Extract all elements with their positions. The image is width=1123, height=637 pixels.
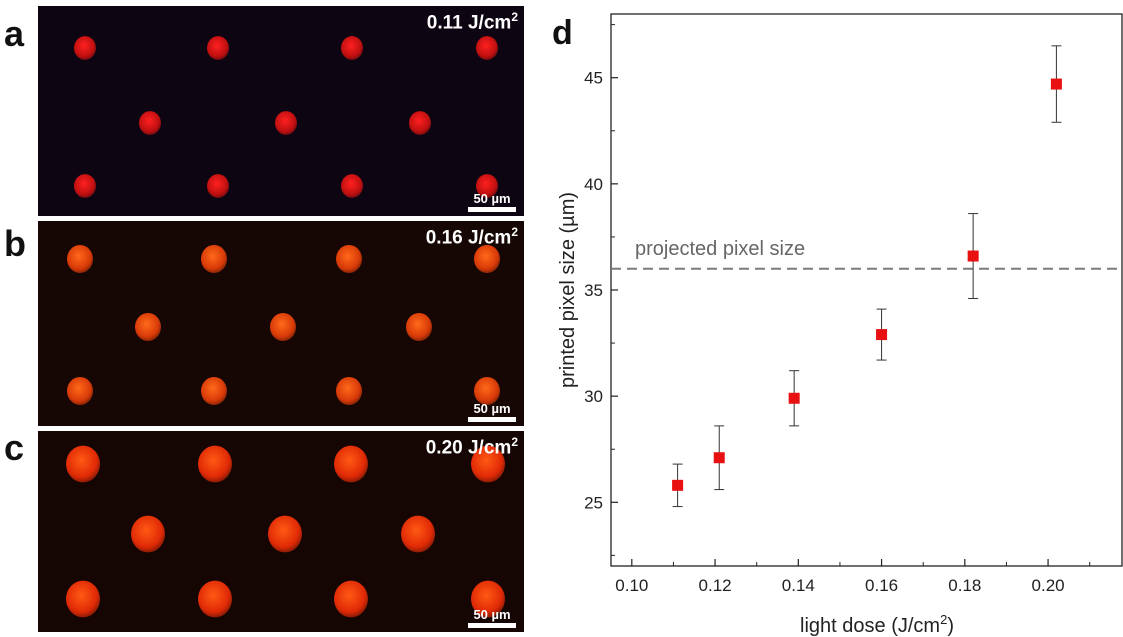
scale-bar-c: 50 µm [468, 607, 516, 628]
printed-pixel-dot [131, 515, 165, 553]
printed-pixel-dot [207, 36, 229, 60]
panel-letter-a: a [4, 13, 25, 54]
scale-bar-a: 50 µm [468, 191, 516, 212]
printed-pixel-dot [334, 580, 368, 618]
printed-pixel-dot [341, 174, 363, 198]
printed-pixel-dot [270, 312, 296, 342]
printed-pixel-dot [139, 111, 161, 135]
micrograph-image-c [66, 445, 505, 618]
data-point [876, 329, 888, 341]
y-tick-label: 25 [584, 493, 603, 512]
printed-pixel-dot [471, 445, 505, 483]
printed-pixel-dot [476, 174, 498, 198]
x-tick-label: 0.20 [1032, 576, 1065, 595]
reference-line-label: projected pixel size [635, 238, 805, 260]
printed-pixel-dot [67, 244, 93, 274]
printed-pixel-dot [474, 244, 500, 274]
printed-pixel-dot [341, 36, 363, 60]
x-tick-label: 0.14 [782, 576, 815, 595]
y-tick-label: 45 [584, 69, 603, 88]
data-point [967, 250, 979, 262]
y-axis-label: printed pixel size (µm) [557, 192, 579, 388]
pixel-size-chart: d 0.10 0.12 0.14 0.16 0.18 0.20 25 30 35 40 45 ligh… [552, 13, 1123, 637]
x-tick-label: 0.10 [615, 576, 648, 595]
printed-pixel-dot [471, 580, 505, 618]
micrograph-image-b [67, 244, 500, 406]
printed-pixel-dot [336, 244, 362, 274]
printed-pixel-dot [401, 515, 435, 553]
scale-text-c: 50 µm [473, 607, 511, 622]
printed-pixel-dot [201, 244, 227, 274]
printed-pixel-dot [268, 515, 302, 553]
data-point [1050, 78, 1062, 90]
printed-pixel-dot [198, 445, 232, 483]
printed-pixel-dot [476, 36, 498, 60]
printed-pixel-dot [201, 376, 227, 406]
printed-pixel-dot [406, 312, 432, 342]
printed-pixel-dot [74, 174, 96, 198]
panel-letter-d: d [552, 14, 573, 52]
micrograph-panel-c: 0.20 J/cm2 50 µm [38, 431, 524, 632]
x-tick-label: 0.12 [699, 576, 732, 595]
dose-label-c: 0.20 J/cm2 [425, 435, 518, 459]
printed-pixel-dot [66, 580, 100, 618]
scale-text-b: 50 µm [473, 401, 511, 416]
y-tick-label: 40 [584, 175, 603, 194]
data-point [788, 392, 800, 404]
printed-pixel-dot [474, 376, 500, 406]
printed-pixel-dot [207, 174, 229, 198]
plot-frame [610, 13, 1123, 567]
micrograph-image-a [74, 36, 498, 198]
panel-letter-b: b [4, 223, 26, 264]
data-point [672, 479, 684, 491]
printed-pixel-dot [67, 376, 93, 406]
scale-bar-b: 50 µm [468, 401, 516, 422]
x-tick-label: 0.18 [948, 576, 981, 595]
printed-pixel-dot [74, 36, 96, 60]
printed-pixel-dot [336, 376, 362, 406]
printed-pixel-dot [66, 445, 100, 483]
y-tick-label: 30 [584, 387, 603, 406]
printed-pixel-dot [409, 111, 431, 135]
dose-label-a: 0.11 J/cm2 [426, 10, 518, 34]
printed-pixel-dot [275, 111, 297, 135]
x-tick-label: 0.16 [865, 576, 898, 595]
dose-label-b: 0.16 J/cm2 [425, 225, 518, 249]
micrograph-panel-b: 0.16 J/cm2 50 µm [38, 221, 524, 426]
scale-text-a: 50 µm [473, 191, 511, 206]
y-tick-label: 35 [584, 281, 603, 300]
printed-pixel-dot [334, 445, 368, 483]
panel-letter-c: c [4, 427, 25, 468]
micrograph-panel-a: 0.11 J/cm2 50 µm [38, 6, 524, 216]
printed-pixel-dot [135, 312, 161, 342]
x-axis-label: light dose (J/cm2) [800, 612, 954, 637]
printed-pixel-dot [198, 580, 232, 618]
data-point [713, 452, 725, 464]
